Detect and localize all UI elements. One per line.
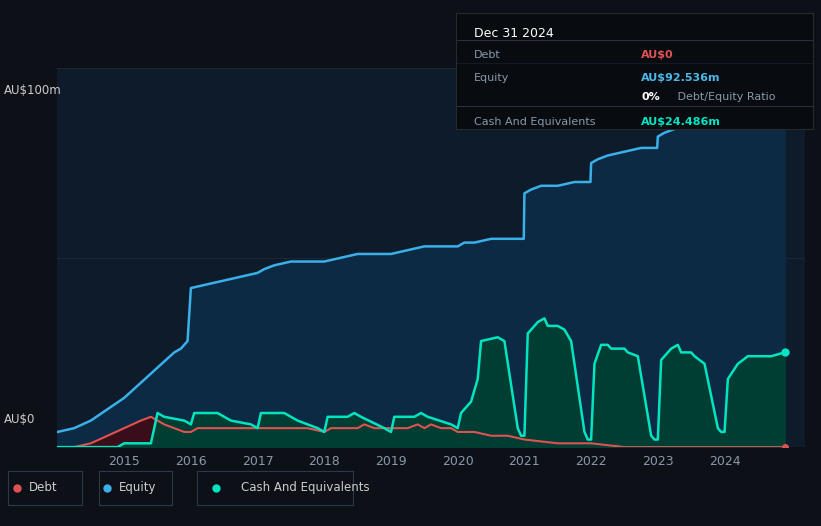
Text: Debt: Debt bbox=[474, 50, 500, 60]
Text: AU$0: AU$0 bbox=[4, 413, 35, 426]
Text: Equity: Equity bbox=[474, 73, 509, 83]
Text: AU$24.486m: AU$24.486m bbox=[641, 117, 721, 127]
Text: Dec 31 2024: Dec 31 2024 bbox=[474, 27, 553, 40]
Text: AU$0: AU$0 bbox=[641, 50, 674, 60]
Text: Cash And Equivalents: Cash And Equivalents bbox=[241, 481, 369, 494]
Text: 0%: 0% bbox=[641, 92, 660, 102]
Text: AU$92.536m: AU$92.536m bbox=[641, 73, 721, 83]
Text: Cash And Equivalents: Cash And Equivalents bbox=[474, 117, 595, 127]
Text: Equity: Equity bbox=[119, 481, 157, 494]
Text: Debt/Equity Ratio: Debt/Equity Ratio bbox=[673, 92, 775, 102]
Text: AU$100m: AU$100m bbox=[4, 84, 62, 97]
Text: Debt: Debt bbox=[29, 481, 57, 494]
